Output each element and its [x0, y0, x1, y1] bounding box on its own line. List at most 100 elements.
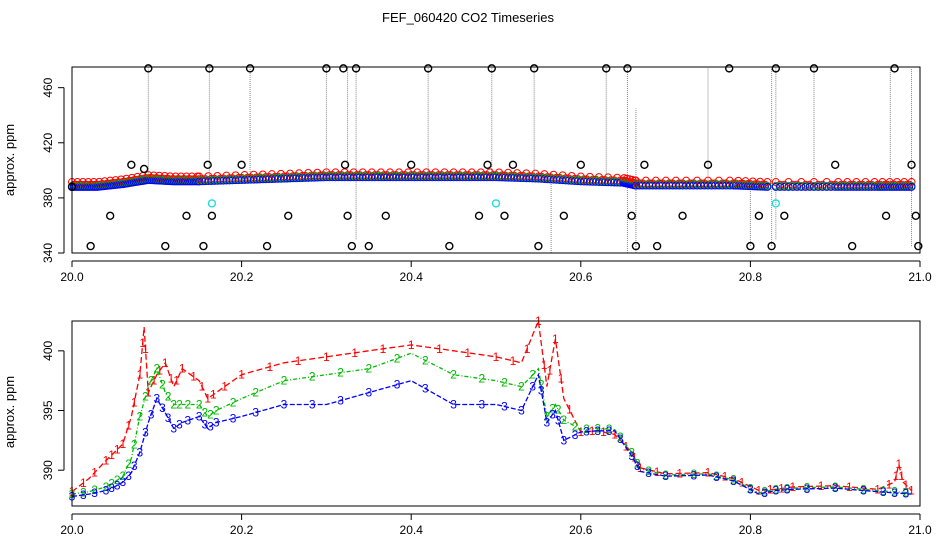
bottom-series2-marker: 2 — [832, 480, 839, 494]
top-outlier-point — [262, 241, 272, 251]
top-outlier-point — [203, 160, 212, 170]
top-series3-point — [780, 182, 789, 191]
top-series3-point — [784, 182, 793, 191]
bottom-series2-marker: 2 — [450, 368, 457, 382]
bottom-series1-marker: 1 — [898, 469, 905, 483]
bottom-series3-marker: 3 — [880, 485, 887, 499]
top-outlier-point — [340, 160, 350, 170]
top-y-tick-label: 380 — [41, 188, 55, 208]
top-x-tick-label: 20.0 — [60, 270, 84, 284]
bottom-series1-marker: 1 — [408, 338, 415, 352]
bottom-series1-marker: 1 — [893, 469, 900, 483]
bottom-series3-marker: 3 — [394, 378, 401, 392]
top-series3-point — [822, 182, 831, 191]
bottom-series3-marker: 3 — [583, 425, 590, 439]
bottom-series2-marker: 2 — [202, 406, 209, 420]
top-series3-point — [907, 182, 916, 191]
bottom-x-tick-label: 21.0 — [908, 523, 932, 537]
top-outlier-point — [86, 241, 95, 251]
bottom-series2-marker: 2 — [691, 467, 698, 481]
bottom-series2-marker: 2 — [555, 403, 562, 417]
bottom-series3-marker: 3 — [784, 483, 791, 497]
bottom-series1-marker: 1 — [464, 346, 471, 360]
bottom-series3-marker: 3 — [422, 382, 429, 396]
bottom-series1-marker: 1 — [204, 392, 211, 406]
top-series3-point — [776, 182, 785, 191]
bottom-series1-marker: 1 — [767, 483, 774, 497]
bottom-series3-marker: 3 — [555, 413, 562, 427]
bottom-series1-marker: 1 — [145, 386, 152, 400]
bottom-series3-marker: 3 — [730, 474, 737, 488]
chart-title: FEF_060420 CO2 Timeseries — [382, 10, 554, 25]
bottom-series1-marker: 1 — [552, 332, 559, 346]
bottom-series1-marker: 1 — [558, 372, 565, 386]
top-outlier-point — [182, 211, 191, 221]
bottom-series1-marker: 1 — [886, 478, 893, 492]
bottom-series1-marker: 1 — [611, 427, 618, 441]
top-outlier-point — [911, 211, 920, 221]
top-series3-point — [814, 182, 823, 191]
bottom-series2-marker: 2 — [196, 398, 203, 412]
bottom-plot-panel: 20.0 20.2 20.4 20.6 20.8 21.03903954001111111… — [2, 314, 932, 537]
bottom-series2-marker: 2 — [337, 366, 344, 380]
bottom-series3-marker: 3 — [860, 483, 867, 497]
top-x-tick-label: 20.6 — [569, 270, 593, 284]
bottom-series3-marker: 3 — [529, 380, 536, 394]
bottom-series1-marker: 1 — [221, 380, 228, 394]
bottom-series2-marker: 2 — [91, 483, 98, 497]
top-outlier-point — [161, 241, 170, 251]
bottom-series1-marker: 1 — [323, 350, 330, 364]
bottom-series1-marker: 1 — [114, 443, 121, 457]
bottom-series1-marker: 1 — [238, 368, 245, 382]
bottom-series2-marker: 2 — [501, 376, 508, 390]
bottom-series2-marker: 2 — [560, 413, 567, 427]
bottom-series3-marker: 3 — [891, 486, 898, 500]
top-outlier-point — [237, 160, 246, 170]
bottom-series2-marker: 2 — [142, 390, 149, 404]
top-outlier-point — [105, 211, 115, 221]
top-plot-frame — [71, 66, 921, 254]
bottom-series1-marker: 1 — [600, 425, 607, 439]
bottom-series3-marker: 3 — [832, 481, 839, 495]
top-flag-point — [491, 199, 501, 208]
bottom-series3-marker: 3 — [804, 482, 811, 496]
bottom-series3-marker: 3 — [549, 407, 556, 421]
top-outlier-point — [559, 211, 569, 221]
top-flag-point — [207, 199, 217, 208]
bottom-series1-marker: 1 — [895, 457, 902, 471]
bottom-series2-marker: 2 — [153, 362, 160, 376]
top-series3-point — [763, 182, 772, 191]
top-plot-panel: 20.0 20.2 20.4 20.6 20.8 21.0 340 380 420 460 app… — [2, 64, 932, 284]
top-series1-point — [907, 178, 916, 187]
bottom-series1-marker: 1 — [179, 362, 186, 376]
bottom-series1-marker: 1 — [91, 466, 98, 480]
bottom-series2-marker: 2 — [761, 485, 768, 499]
bottom-series2-marker: 2 — [394, 351, 401, 365]
bottom-series1-marker: 1 — [908, 483, 915, 497]
bottom-series2-marker: 2 — [252, 386, 259, 400]
top-outlier-point — [483, 160, 492, 170]
bottom-series3-marker: 3 — [136, 445, 143, 459]
top-outlier-point — [127, 160, 136, 170]
top-outlier-point — [508, 160, 518, 170]
bottom-series2-marker: 2 — [662, 468, 669, 482]
top-outlier-point — [364, 241, 373, 251]
bottom-series2-marker: 2 — [747, 481, 754, 495]
bottom-series1-marker: 1 — [436, 342, 443, 356]
bottom-series1-marker: 1 — [267, 360, 274, 374]
top-outlier-point — [576, 160, 585, 170]
bottom-series3-marker: 3 — [747, 483, 754, 497]
top-outlier-point — [890, 64, 899, 73]
top-outlier-point — [652, 241, 662, 251]
bottom-series1-marker: 1 — [351, 346, 358, 360]
bottom-series2-marker: 2 — [606, 422, 613, 436]
bottom-series2-marker: 2 — [108, 477, 115, 491]
top-plot-marks: 20.0 20.2 20.4 20.6 20.8 21.0 340 380 420 460 — [41, 64, 932, 284]
bottom-x-tick-label: 20.2 — [230, 523, 254, 537]
bottom-series3-marker: 3 — [103, 483, 110, 497]
bottom-series1-marker: 1 — [168, 372, 175, 386]
bottom-series2-marker: 2 — [730, 473, 737, 487]
bottom-series2-marker: 2 — [544, 409, 551, 423]
top-outlier-point — [725, 64, 734, 73]
